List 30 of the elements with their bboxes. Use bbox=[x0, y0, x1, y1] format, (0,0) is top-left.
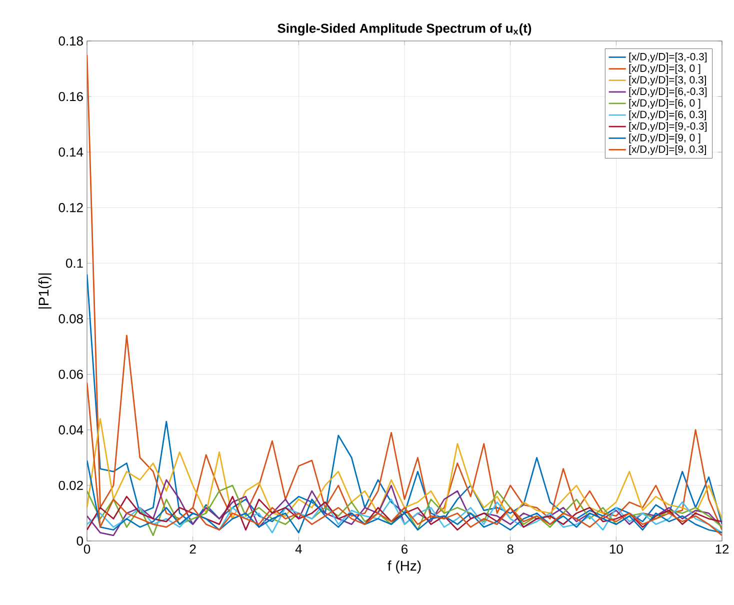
x-tick-label: 12 bbox=[716, 544, 729, 554]
x-tick-label: 0 bbox=[84, 544, 90, 554]
legend-label: [x/D,y/D]=[9, 0.3] bbox=[629, 145, 706, 155]
y-tick-label: 0.1 bbox=[66, 258, 83, 268]
legend-label: [x/D,y/D]=[9,-0.3] bbox=[629, 122, 707, 132]
y-tick-label: 0.02 bbox=[58, 480, 83, 490]
y-tick-label: 0.14 bbox=[58, 148, 84, 157]
x-tick-label: 8 bbox=[507, 544, 514, 554]
y-tick-label: 0.16 bbox=[58, 92, 83, 102]
x-tick-label: 2 bbox=[190, 544, 196, 554]
legend-label: [x/D,y/D]=[6, 0 ] bbox=[629, 98, 700, 109]
legend-label: [x/D,y/D]=[3,-0.3] bbox=[629, 52, 707, 62]
y-tick-label: 0.04 bbox=[58, 425, 84, 434]
legend-label: [x/D,y/D]=[3, 0 ] bbox=[629, 64, 700, 74]
y-tick-label: 0.12 bbox=[58, 203, 83, 212]
legend-label: [x/D,y/D]=[6,-0.3] bbox=[629, 87, 707, 98]
y-tick-label: 0.18 bbox=[58, 36, 83, 46]
y-tick-label: 0.06 bbox=[58, 370, 83, 379]
legend-label: [x/D,y/D]=[3, 0.3] bbox=[629, 76, 706, 86]
y-axis-title: |P1(f)| bbox=[38, 273, 52, 308]
line-series bbox=[87, 418, 722, 520]
legend-label: [x/D,y/D]=[9, 0 ] bbox=[629, 134, 700, 144]
x-axis-title: f (Hz) bbox=[388, 560, 421, 574]
y-tick-label: 0 bbox=[76, 536, 83, 546]
x-tick-label: 10 bbox=[610, 544, 623, 554]
x-tick-label: 4 bbox=[295, 544, 302, 554]
y-tick-label: 0.08 bbox=[58, 314, 83, 324]
legend-label: [x/D,y/D]=[6, 0.3] bbox=[629, 110, 706, 120]
chart-title: Single-Sided Amplitude Spectrum of u$_{x}$(t) bbox=[278, 23, 532, 36]
x-tick-label: 6 bbox=[402, 544, 408, 554]
